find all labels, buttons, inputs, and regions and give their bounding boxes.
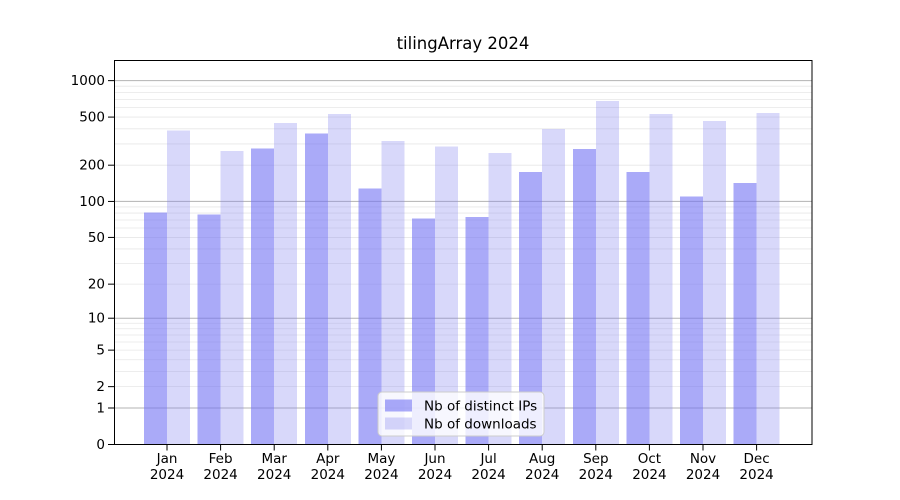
bar-nb-of-distinct-ips-jul-2024 bbox=[465, 217, 489, 445]
bar-nb-of-distinct-ips-jan-2024 bbox=[144, 212, 167, 445]
y-tick-label-100: 100 bbox=[79, 194, 105, 210]
y-tick-label-0: 0 bbox=[96, 437, 105, 453]
bar-nb-of-downloads-jan-2024 bbox=[167, 130, 190, 445]
x-tick-label-month-jul-2024: Jul bbox=[479, 451, 496, 467]
x-tick-label-year-sep-2024: 2024 bbox=[579, 467, 613, 483]
y-tick-label-10: 10 bbox=[88, 311, 105, 327]
legend-swatch-nb-of-downloads bbox=[385, 417, 412, 430]
y-tick-label-1: 1 bbox=[96, 400, 105, 416]
bar-nb-of-downloads-nov-2024 bbox=[703, 120, 726, 445]
bar-nb-of-downloads-sep-2024 bbox=[595, 100, 619, 445]
x-tick-label-year-mar-2024: 2024 bbox=[257, 467, 291, 483]
bar-nb-of-downloads-jul-2024 bbox=[488, 152, 512, 445]
bar-nb-of-distinct-ips-feb-2024 bbox=[197, 214, 221, 445]
x-tick-label-month-dec-2024: Dec bbox=[744, 451, 770, 467]
y-tick-label-2: 2 bbox=[96, 379, 105, 395]
bar-nb-of-downloads-may-2024 bbox=[381, 141, 405, 445]
x-tick-label-year-dec-2024: 2024 bbox=[739, 467, 773, 483]
legend-box bbox=[377, 391, 545, 437]
x-tick-label-month-apr-2024: Apr bbox=[316, 451, 340, 467]
bar-nb-of-distinct-ips-aug-2024 bbox=[519, 171, 543, 445]
x-tick-label-year-feb-2024: 2024 bbox=[203, 467, 237, 483]
y-tick-label-500: 500 bbox=[79, 110, 105, 126]
y-tick-label-5: 5 bbox=[96, 343, 105, 359]
bar-nb-of-distinct-ips-jun-2024 bbox=[412, 218, 435, 445]
bar-nb-of-distinct-ips-may-2024 bbox=[358, 188, 382, 445]
x-tick-label-month-jan-2024: Jan bbox=[156, 451, 178, 467]
legend-swatch-nb-of-distinct-ips bbox=[385, 399, 412, 412]
y-tick-label-1000: 1000 bbox=[71, 73, 105, 89]
y-tick-label-50: 50 bbox=[88, 230, 105, 246]
x-tick-label-month-jun-2024: Jun bbox=[423, 451, 445, 467]
bar-nb-of-downloads-apr-2024 bbox=[327, 114, 351, 445]
bar-nb-of-distinct-ips-apr-2024 bbox=[304, 133, 328, 445]
x-tick-label-year-nov-2024: 2024 bbox=[686, 467, 720, 483]
bar-nb-of-downloads-jun-2024 bbox=[435, 146, 458, 445]
bar-nb-of-downloads-oct-2024 bbox=[649, 113, 673, 445]
bar-nb-of-downloads-feb-2024 bbox=[220, 150, 244, 445]
x-tick-label-month-nov-2024: Nov bbox=[690, 451, 716, 467]
x-tick-label-month-aug-2024: Aug bbox=[529, 451, 555, 467]
x-tick-label-year-jan-2024: 2024 bbox=[150, 467, 184, 483]
x-tick-label-year-jun-2024: 2024 bbox=[418, 467, 452, 483]
bar-nb-of-distinct-ips-nov-2024 bbox=[680, 196, 703, 445]
bar-nb-of-distinct-ips-dec-2024 bbox=[733, 183, 757, 445]
x-tick-label-month-mar-2024: Mar bbox=[261, 451, 287, 467]
bar-nb-of-distinct-ips-oct-2024 bbox=[626, 171, 650, 445]
x-tick-label-month-sep-2024: Sep bbox=[583, 451, 608, 467]
x-tick-label-year-oct-2024: 2024 bbox=[632, 467, 666, 483]
x-tick-label-year-apr-2024: 2024 bbox=[311, 467, 345, 483]
bar-nb-of-downloads-mar-2024 bbox=[274, 123, 298, 445]
legend-label-nb-of-downloads: Nb of downloads bbox=[424, 417, 537, 433]
x-tick-label-year-aug-2024: 2024 bbox=[525, 467, 559, 483]
legend-label-nb-of-distinct-ips: Nb of distinct IPs bbox=[424, 399, 537, 415]
bar-nb-of-distinct-ips-mar-2024 bbox=[251, 148, 275, 445]
x-tick-label-year-jul-2024: 2024 bbox=[471, 467, 505, 483]
x-tick-label-month-may-2024: May bbox=[367, 451, 395, 467]
y-tick-label-200: 200 bbox=[79, 158, 105, 174]
bar-nb-of-distinct-ips-sep-2024 bbox=[572, 149, 596, 445]
x-tick-label-month-oct-2024: Oct bbox=[638, 451, 661, 467]
chart-title: tilingArray 2024 bbox=[396, 34, 530, 53]
x-tick-label-month-feb-2024: Feb bbox=[209, 451, 233, 467]
bar-nb-of-downloads-aug-2024 bbox=[542, 128, 566, 445]
y-tick-label-20: 20 bbox=[88, 277, 105, 293]
bar-nb-of-downloads-dec-2024 bbox=[756, 113, 780, 445]
x-tick-label-year-may-2024: 2024 bbox=[364, 467, 398, 483]
plot-border bbox=[114, 60, 813, 445]
